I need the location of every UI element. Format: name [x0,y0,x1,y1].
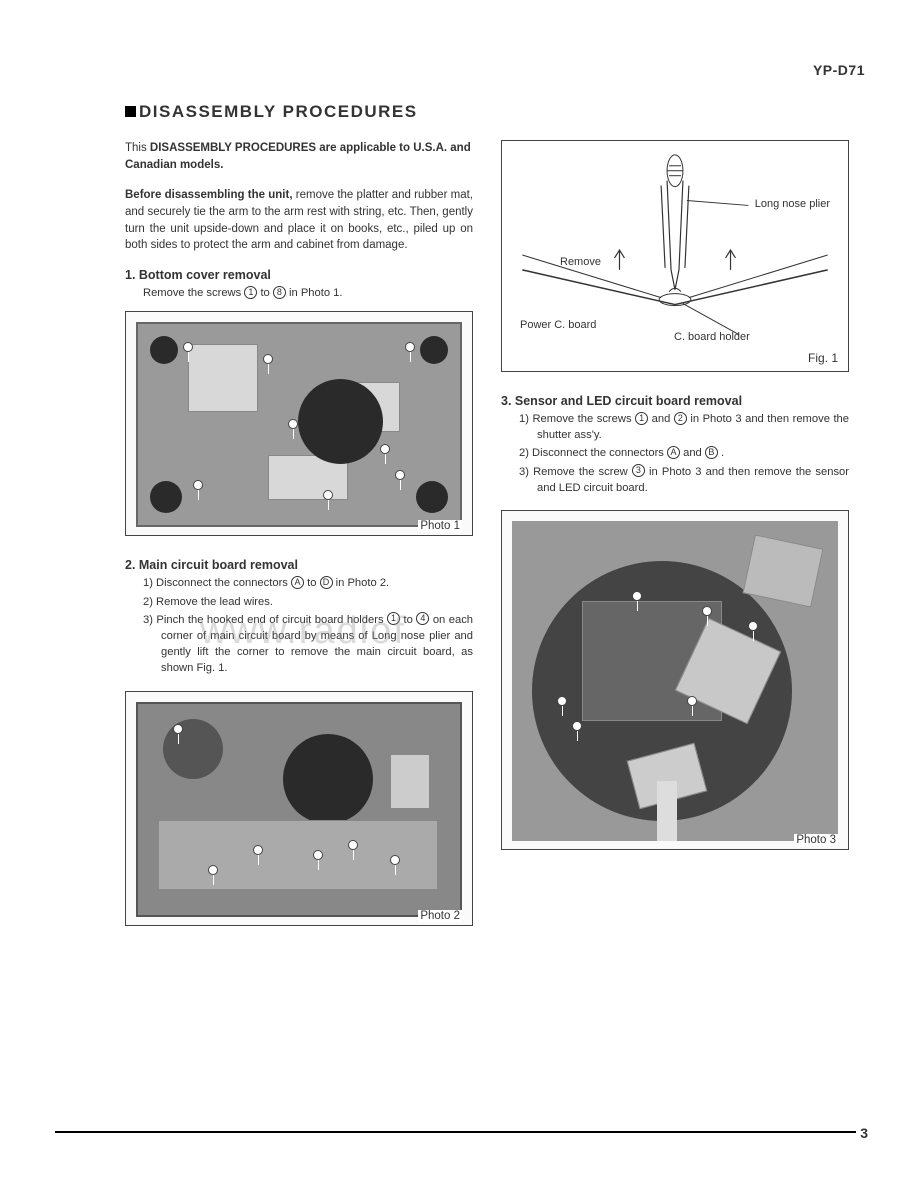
section-1-body: Remove the screws 1 to 8 in Photo 1. [143,285,473,301]
photo-3-label: Photo 3 [794,834,838,846]
section-2-item-1: 1) Disconnect the connectors A to D in P… [143,575,473,591]
circled-1c: 1 [635,412,648,425]
photo-1-image [136,322,462,527]
section-2-heading: 2. Main circuit board removal [125,558,473,572]
circled-8: 8 [273,286,286,299]
circled-3: 3 [632,464,645,477]
circled-B: B [705,446,718,459]
photo-2-label: Photo 2 [418,910,462,922]
page-number: 3 [856,1125,872,1141]
circled-Ab: A [667,446,680,459]
circled-A: A [291,576,304,589]
model-id: YP-D71 [813,62,865,78]
page-title: DISASSEMBLY PROCEDURES [125,102,865,122]
section-2-item-3: 3) Pinch the hooked end of circuit board… [143,612,473,677]
section-2-item-2: 2) Remove the lead wires. [143,594,473,610]
section-1-heading: 1. Bottom cover removal [125,268,473,282]
footer-rule [55,1131,865,1133]
photo-1-label: Photo 1 [418,520,462,532]
left-column: This DISASSEMBLY PROCEDURES are applicab… [125,140,473,948]
photo-2-image [136,702,462,917]
circled-1: 1 [244,286,257,299]
circled-2: 2 [674,412,687,425]
intro-preparation: Before disassembling the unit, remove th… [125,187,473,254]
figure-1: Long nose plier Remove Power C. board C.… [501,140,849,372]
photo-3-image [512,521,838,841]
fig1-label-remove: Remove [560,256,601,268]
circled-D: D [320,576,333,589]
title-text: DISASSEMBLY PROCEDURES [139,102,418,121]
intro-applicability: This DISASSEMBLY PROCEDURES are applicab… [125,140,473,173]
figure-1-caption: Fig. 1 [808,351,838,365]
circled-1b: 1 [387,612,400,625]
section-3-heading: 3. Sensor and LED circuit board removal [501,394,849,408]
fig1-label-power: Power C. board [520,319,596,331]
photo-3-frame: Photo 3 [501,510,849,850]
photo-1-frame: Photo 1 [125,311,473,536]
section-3-item-2: 2) Disconnect the connectors A and B . [519,445,849,461]
right-column: Long nose plier Remove Power C. board C.… [501,140,849,948]
section-3-item-3: 3) Remove the screw 3 in Photo 3 and the… [519,464,849,496]
fig1-label-plier: Long nose plier [755,198,830,210]
fig1-label-holder: C. board holder [674,331,750,343]
section-3-item-1: 1) Remove the screws 1 and 2 in Photo 3 … [519,411,849,443]
circled-4: 4 [416,612,429,625]
title-bullet [125,106,136,117]
photo-2-frame: Photo 2 [125,691,473,926]
